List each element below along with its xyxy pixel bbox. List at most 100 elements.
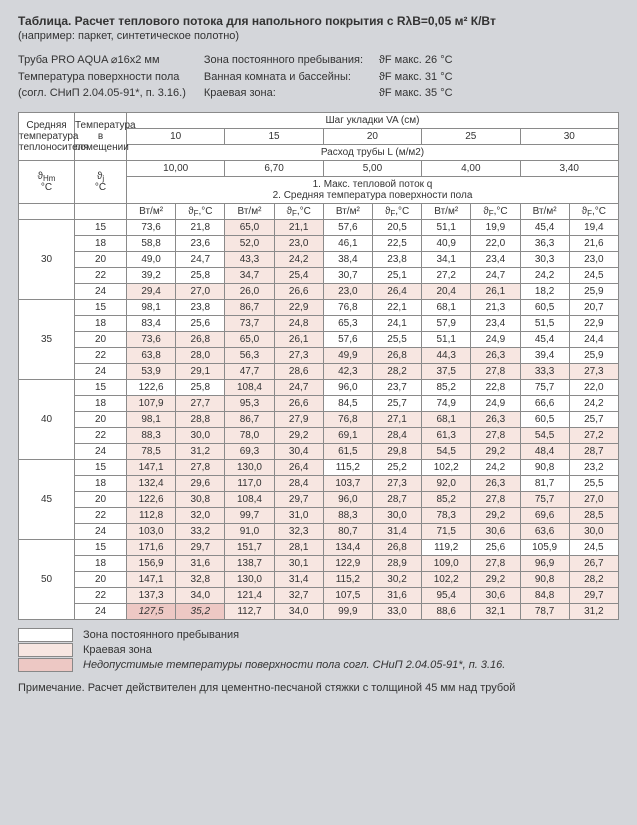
ti-cell: 20 — [75, 571, 127, 587]
q-cell: 75,7 — [520, 491, 569, 507]
tf-cell: 32,3 — [274, 523, 323, 539]
tf-cell: 25,5 — [569, 475, 618, 491]
table-row: 22112,832,099,731,088,330,078,329,269,62… — [19, 507, 619, 523]
table-row: 351598,123,886,722,976,822,168,121,360,5… — [19, 299, 619, 315]
table-header-row: ϑHm°Cϑj°C10,006,705,004,003,40 — [19, 160, 619, 176]
ti-cell: 18 — [75, 475, 127, 491]
tf-cell: 23,2 — [569, 459, 618, 475]
tf-cell: 28,0 — [176, 347, 225, 363]
q-cell: 56,3 — [225, 347, 274, 363]
q-cell: 99,9 — [323, 603, 372, 619]
q-cell: 130,0 — [225, 571, 274, 587]
q-cell: 37,5 — [422, 363, 471, 379]
q-cell: 49,0 — [127, 251, 176, 267]
q-cell: 61,3 — [422, 427, 471, 443]
table-row: 20147,132,8130,031,4115,230,2102,229,290… — [19, 571, 619, 587]
tf-cell: 29,6 — [176, 475, 225, 491]
q-cell: 78,0 — [225, 427, 274, 443]
tf-cell: 23,6 — [176, 235, 225, 251]
table-row: 18132,429,6117,028,4103,727,392,026,381,… — [19, 475, 619, 491]
tf-cell: 28,8 — [176, 411, 225, 427]
q-cell: 78,3 — [422, 507, 471, 523]
ti-cell: 24 — [75, 363, 127, 379]
q-cell: 98,1 — [127, 299, 176, 315]
tf-cell: 24,5 — [569, 539, 618, 555]
q-cell: 57,6 — [323, 331, 372, 347]
tf-cell: 27,2 — [569, 427, 618, 443]
q-cell: 40,9 — [422, 235, 471, 251]
legend-text-ok: Зона постоянного пребывания — [83, 629, 239, 641]
q-cell: 84,8 — [520, 587, 569, 603]
q-cell: 27,2 — [422, 267, 471, 283]
q-cell: 147,1 — [127, 571, 176, 587]
q-cell: 18,2 — [520, 283, 569, 299]
q-cell: 71,5 — [422, 523, 471, 539]
legend-row-ok: Зона постоянного пребывания — [18, 628, 619, 642]
thm-cell: 45 — [19, 459, 75, 539]
tf-cell: 31,0 — [274, 507, 323, 523]
q-cell: 39,2 — [127, 267, 176, 283]
q-cell: 156,9 — [127, 555, 176, 571]
ti-cell: 18 — [75, 315, 127, 331]
ti-cell: 24 — [75, 523, 127, 539]
ti-cell: 15 — [75, 459, 127, 475]
q-cell: 51,1 — [422, 219, 471, 235]
table-row: 1858,823,652,023,046,122,540,922,036,321… — [19, 235, 619, 251]
q-cell: 78,5 — [127, 443, 176, 459]
q-cell: 112,8 — [127, 507, 176, 523]
tf-cell: 21,8 — [176, 219, 225, 235]
q-cell: 119,2 — [422, 539, 471, 555]
tf-cell: 24,8 — [274, 315, 323, 331]
q-cell: 45,4 — [520, 219, 569, 235]
tf-cell: 28,5 — [569, 507, 618, 523]
thm-cell: 50 — [19, 539, 75, 619]
q-cell: 122,6 — [127, 491, 176, 507]
q-cell: 36,3 — [520, 235, 569, 251]
tf-cell: 20,7 — [569, 299, 618, 315]
tf-cell: 27,0 — [569, 491, 618, 507]
ti-cell: 22 — [75, 267, 127, 283]
q-cell: 60,5 — [520, 299, 569, 315]
tf-cell: 29,7 — [569, 587, 618, 603]
tf-cell: 27,9 — [274, 411, 323, 427]
tf-cell: 33,2 — [176, 523, 225, 539]
tf-cell: 24,5 — [569, 267, 618, 283]
table-header-cell: 6,70 — [225, 160, 323, 176]
q-cell: 98,1 — [127, 411, 176, 427]
q-cell: 49,9 — [323, 347, 372, 363]
tf-cell: 26,3 — [471, 411, 520, 427]
q-cell: 96,0 — [323, 491, 372, 507]
tf-cell: 24,1 — [372, 315, 421, 331]
tf-cell: 30,0 — [176, 427, 225, 443]
table-row: 2263,828,056,327,349,926,844,326,339,425… — [19, 347, 619, 363]
tf-cell: 29,7 — [274, 491, 323, 507]
q-cell: 86,7 — [225, 299, 274, 315]
ti-cell: 20 — [75, 411, 127, 427]
tf-cell: 26,8 — [372, 539, 421, 555]
tf-cell: 25,1 — [372, 267, 421, 283]
table-header-cell — [19, 203, 75, 219]
ti-cell: 22 — [75, 587, 127, 603]
legend-text-kz: Краевая зона — [83, 644, 152, 656]
tf-cell: 35,2 — [176, 603, 225, 619]
tf-cell: 28,6 — [274, 363, 323, 379]
table-header-cell: 15 — [225, 128, 323, 144]
tf-cell: 30,2 — [372, 571, 421, 587]
table-row: 4015122,625,8108,424,796,023,785,222,875… — [19, 379, 619, 395]
table-header-cell: ϑF,°C — [274, 203, 323, 219]
table-row: 5015171,629,7151,728,1134,426,8119,225,6… — [19, 539, 619, 555]
tf-cell: 31,4 — [372, 523, 421, 539]
q-cell: 47,7 — [225, 363, 274, 379]
q-cell: 26,0 — [225, 283, 274, 299]
tf-cell: 27,3 — [372, 475, 421, 491]
tf-cell: 24,2 — [471, 459, 520, 475]
q-cell: 96,9 — [520, 555, 569, 571]
q-cell: 127,5 — [127, 603, 176, 619]
table-header-cell — [75, 203, 127, 219]
q-cell: 61,5 — [323, 443, 372, 459]
table-header-cell: ϑF,°C — [471, 203, 520, 219]
tf-cell: 24,9 — [471, 331, 520, 347]
q-cell: 54,5 — [422, 443, 471, 459]
tf-cell: 24,2 — [569, 395, 618, 411]
tf-cell: 27,8 — [176, 459, 225, 475]
